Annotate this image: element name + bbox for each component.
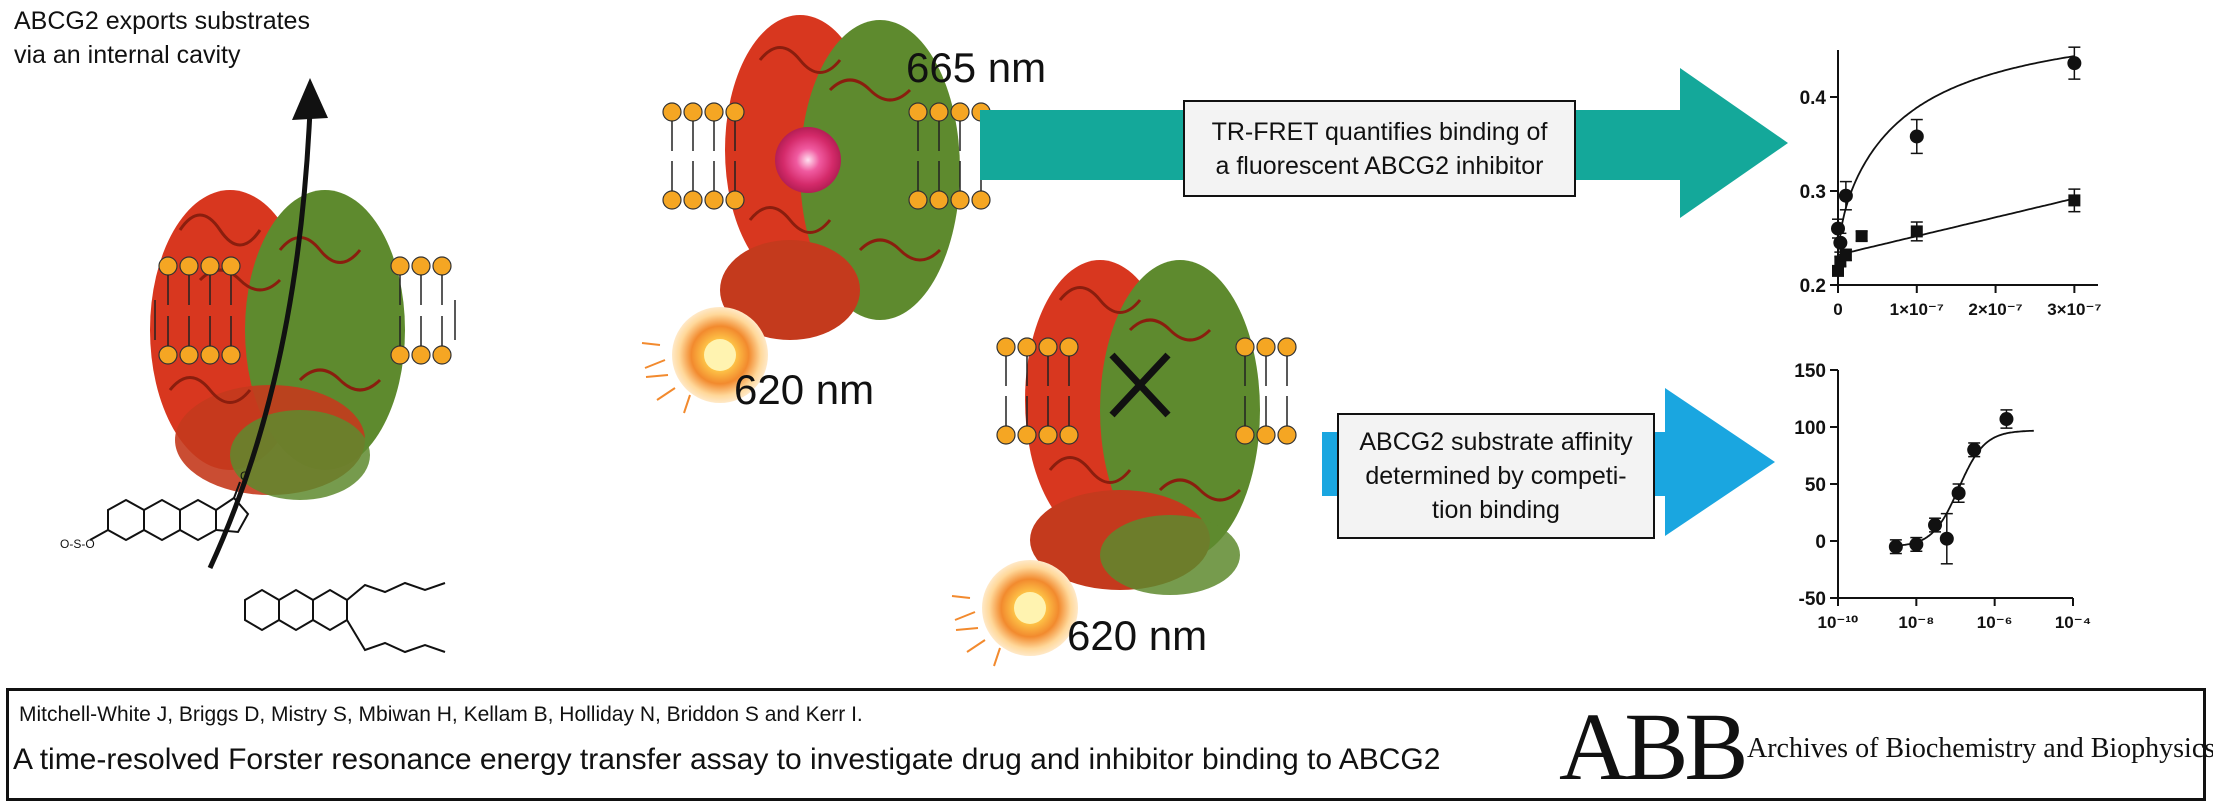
c2-x-tick-label: 10⁻⁶ (1977, 613, 2013, 632)
substrate-line-1: ABCG2 substrate affinity (1359, 428, 1633, 456)
binding-blocked-cross-icon (1109, 352, 1171, 418)
c2-x-tick-label: 10⁻⁸ (1898, 613, 1934, 632)
c1-point-circle (1831, 221, 1845, 236)
terbium-donor-icon-top (641, 307, 768, 414)
export-arrowhead (292, 78, 328, 120)
abcg2-protein-bottom (1025, 260, 1260, 595)
mitoxantrone-structure (244, 581, 446, 654)
c2-point-circle (1909, 537, 1924, 552)
chart-saturation-binding: 0.2 0.3 0.4 0 1×10⁻⁷ 2×10⁻⁷ 3×10⁻⁷ (1800, 46, 2102, 319)
c1-point-circle (2067, 56, 2082, 71)
chart2-fit-curve (1895, 429, 2034, 547)
c2-point-circle (1928, 518, 1943, 533)
chart1-x-ticks: 0 1×10⁻⁷ 2×10⁻⁷ 3×10⁻⁷ (1833, 285, 2102, 319)
c1-point-square (1832, 264, 1844, 277)
emission-620-bottom-label: 620 nm (1067, 612, 1208, 659)
authors: Mitchell-White J, Briggs D, Mistry S, Mb… (19, 703, 863, 726)
c1-x-tick-label: 1×10⁻⁷ (1890, 300, 1944, 319)
caption-line-1: ABCG2 exports substrates (14, 7, 310, 35)
fluorescent-inhibitor-icon (775, 127, 841, 193)
c2-x-tick-label: 10⁻⁴ (2055, 613, 2091, 632)
c2-point-circle (1999, 412, 2014, 427)
terbium-donor-icon-bottom (951, 560, 1078, 667)
substrate-line-2: determined by competi- (1365, 462, 1627, 490)
citation-footer: Mitchell-White J, Briggs D, Mistry S, Mb… (6, 688, 2213, 801)
c2-y-tick-label: 100 (1794, 418, 1826, 439)
journal-logo: ABB (1559, 693, 1748, 800)
trfret-line-2: a fluorescent ABCG2 inhibitor (1215, 151, 1544, 180)
journal-name: Archives of Biochemistry and Biophysics (1747, 733, 2213, 764)
c1-x-tick-label: 2×10⁻⁷ (1968, 300, 2022, 319)
c1-point-square (1839, 248, 1852, 261)
membrane-bottom (996, 337, 1297, 445)
svg-text:O: O (240, 469, 249, 483)
paper-title: A time-resolved Forster resonance energy… (13, 743, 1441, 776)
membrane-top (662, 102, 991, 210)
trfret-line-1: TR-FRET quantifies binding of (1211, 117, 1548, 146)
substrate-description-box: ABCG2 substrate affinity determined by c… (1337, 413, 1655, 539)
c1-point-square (2068, 194, 2081, 207)
figure-caption: ABCG2 exports substrates via an internal… (14, 4, 414, 72)
svg-text:O-S-O: O-S-O (60, 537, 95, 551)
c1-point-circle (1909, 129, 1924, 144)
c1-fit-curve-1 (1837, 197, 2075, 256)
c1-x-tick-label: 3×10⁻⁷ (2047, 300, 2101, 319)
chart1-y-ticks: 0.2 0.3 0.4 (1800, 88, 1838, 297)
c2-point-circle (1951, 486, 1966, 501)
c1-point-square (1855, 230, 1868, 243)
c1-point-circle (1833, 235, 1848, 250)
trfret-description-box: TR-FRET quantifies binding of a fluoresc… (1183, 100, 1576, 197)
chart1-fit-curves (1837, 55, 2075, 256)
chart2-x-ticks: 10⁻¹⁰ 10⁻⁸ 10⁻⁶ 10⁻⁴ (1818, 598, 2091, 632)
membrane-left (154, 256, 456, 365)
c1-y-tick-label: 0.3 (1800, 182, 1826, 203)
c1-point-square (1910, 225, 1923, 238)
caption-line-2: via an internal cavity (14, 41, 241, 69)
emission-620-top-label: 620 nm (734, 366, 875, 413)
c2-x-tick-label: 10⁻¹⁰ (1818, 613, 1859, 632)
export-arrow (207, 109, 313, 570)
estrone-sulfate-structure: O-S-O O (60, 469, 249, 551)
c2-y-tick-label: 150 (1794, 361, 1826, 382)
illustration: O-S-O O (60, 15, 2102, 667)
c2-point-circle (1967, 442, 1982, 457)
chart2-points (1888, 409, 2014, 565)
c1-fit-curve-0 (1839, 55, 2075, 235)
emission-665-label: 665 nm (906, 44, 1047, 91)
c2-y-tick-label: 50 (1805, 475, 1826, 496)
chart1-points (1831, 46, 2082, 277)
c1-x-tick-label: 0 (1833, 300, 1842, 319)
chart1-axes (1837, 50, 2098, 286)
c2-point-circle (1888, 539, 1903, 554)
chart2-y-ticks: -50 0 50 100 150 (1794, 361, 1838, 610)
c2-fit-curve-0 (1895, 429, 2034, 547)
c2-y-tick-label: -50 (1799, 589, 1826, 610)
c2-y-tick-label: 0 (1815, 532, 1826, 553)
chart-competition-binding: -50 0 50 100 150 10⁻¹⁰ 10⁻⁸ 10⁻⁶ 10⁻⁴ (1794, 361, 2091, 632)
c1-y-tick-label: 0.2 (1800, 276, 1826, 297)
c2-point-circle (1939, 531, 1954, 546)
c1-y-tick-label: 0.4 (1800, 88, 1827, 109)
substrate-line-3: tion binding (1432, 496, 1560, 524)
c1-point-circle (1838, 188, 1853, 203)
